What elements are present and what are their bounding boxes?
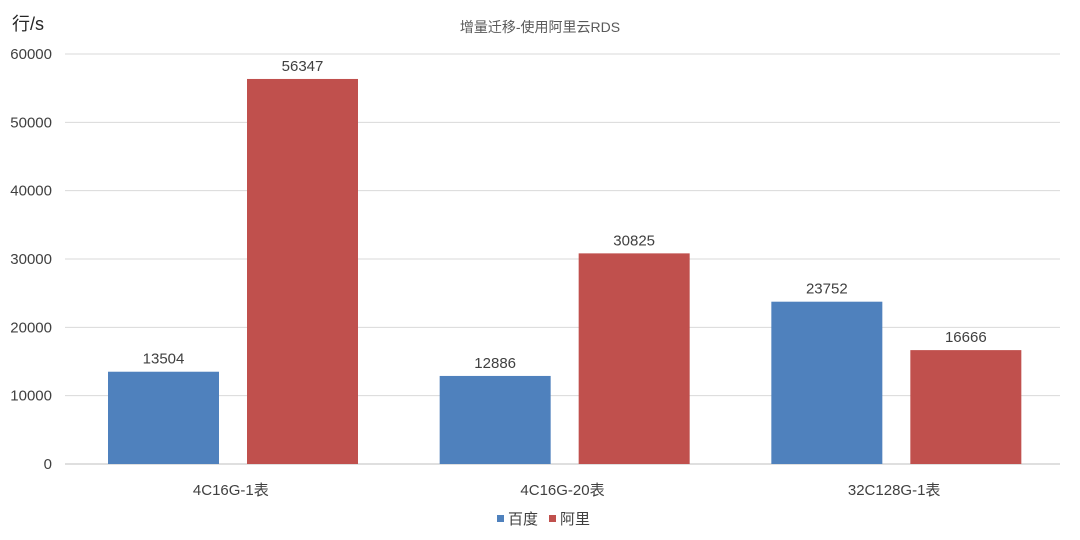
data-label: 16666 (945, 329, 987, 346)
y-tick-label: 0 (44, 456, 52, 473)
legend-item-百度: 百度 (497, 511, 538, 528)
x-tick-label: 4C16G-1表 (193, 482, 269, 499)
legend-label: 阿里 (560, 511, 590, 528)
legend-item-阿里: 阿里 (549, 511, 590, 528)
legend-swatch (549, 515, 556, 522)
y-axis-unit-label: 行/s (12, 14, 44, 34)
bar-阿里-4C16G-1表 (247, 78, 358, 465)
y-tick-label: 40000 (10, 183, 52, 200)
bar-百度-32C128G-1表 (771, 301, 883, 464)
legend-swatch (497, 515, 504, 522)
y-tick-label: 60000 (10, 46, 52, 63)
y-tick-label: 50000 (10, 114, 52, 131)
data-label: 23752 (806, 281, 848, 298)
chart-title: 增量迁移-使用阿里云RDS (460, 19, 620, 35)
x-tick-label: 32C128G-1表 (848, 482, 941, 499)
data-label: 12886 (474, 355, 516, 372)
y-tick-label: 30000 (10, 251, 52, 268)
legend-label: 百度 (508, 511, 538, 528)
y-tick-label: 20000 (10, 319, 52, 336)
data-label: 13504 (143, 351, 185, 368)
data-label: 30825 (613, 232, 655, 249)
y-tick-label: 10000 (10, 388, 52, 405)
bar-阿里-4C16G-20表 (578, 253, 690, 464)
data-label: 56347 (282, 58, 324, 75)
bar-百度-4C16G-20表 (439, 375, 551, 464)
bar-阿里-32C128G-1表 (910, 350, 1022, 464)
bar-百度-4C16G-1表 (108, 371, 219, 464)
x-tick-label: 4C16G-20表 (520, 482, 604, 499)
